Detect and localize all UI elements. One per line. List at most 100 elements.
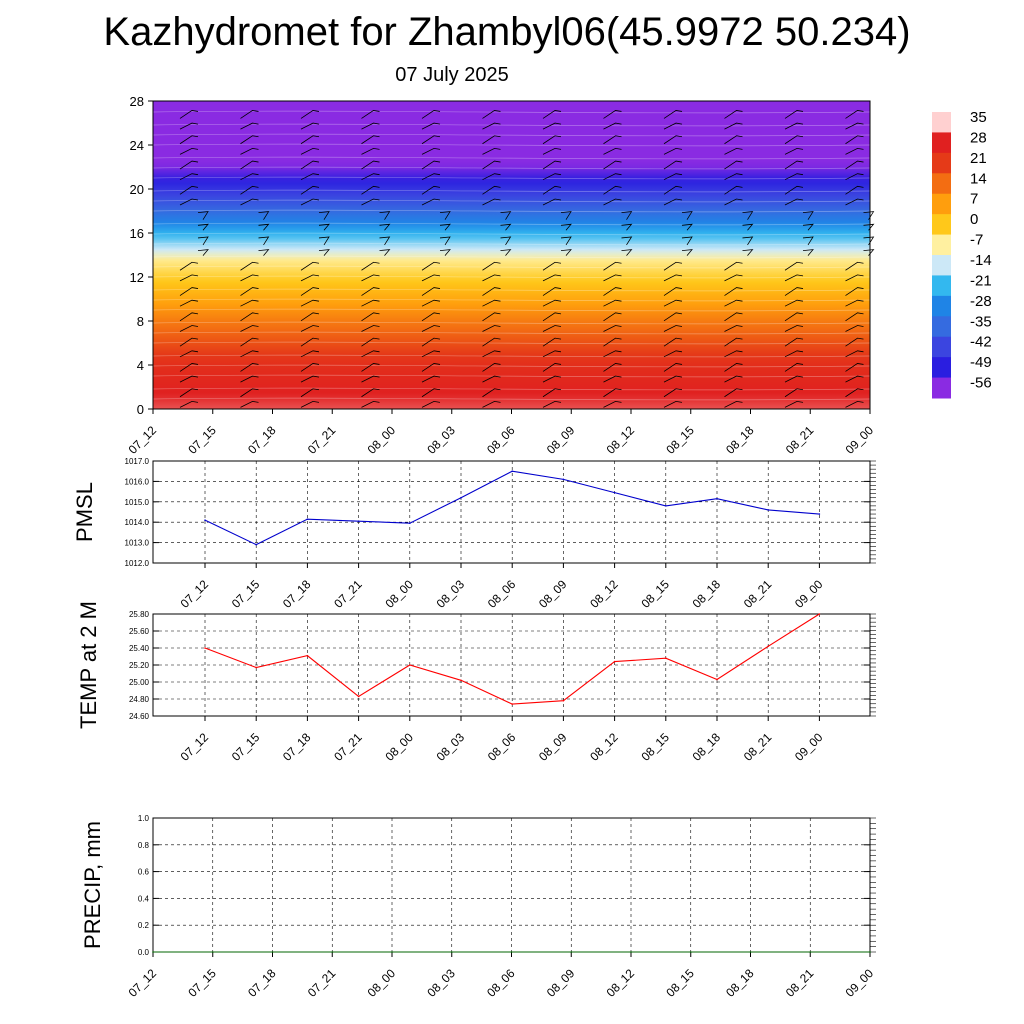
wind-barb [742, 236, 754, 246]
heatmap-x-tick-label: 08_03 [424, 423, 458, 457]
pmsl-x-tick-label: 08_21 [741, 577, 775, 611]
wind-barb [361, 287, 380, 296]
wind-barb [845, 135, 864, 145]
colorbar-label: -28 [970, 293, 992, 310]
wind-barb [663, 173, 683, 181]
wind-barb [542, 135, 562, 145]
heatmap-x-tick-label: 07_18 [245, 423, 279, 457]
temp-2m-data-point [818, 613, 821, 615]
colorbar-swatch [932, 132, 951, 154]
wind-barb [361, 299, 380, 307]
wind-barb [421, 350, 441, 358]
wind-barb [603, 147, 622, 155]
colorbar-swatch [932, 336, 951, 358]
wind-barb [258, 223, 270, 231]
wind-barb [300, 287, 320, 296]
wind-barb [421, 363, 441, 372]
wind-barb [240, 325, 259, 332]
wind-barb [784, 363, 804, 372]
temp-2m-y-tick-label: 25.20 [129, 661, 150, 670]
wind-barb [179, 274, 199, 282]
temp-2m-y-tick-label: 25.60 [129, 627, 150, 636]
temperature-heatmap [153, 101, 870, 409]
precip-x-tick-label: 07_12 [126, 966, 160, 1000]
temperature-contour [152, 321, 871, 325]
heatmap-x-tick-label: 08_00 [365, 423, 399, 457]
heatmap-x-tick-label: 08_15 [663, 423, 697, 457]
temp-2m-x-tick-label: 07_12 [178, 730, 212, 764]
temp-2m-data-point [716, 678, 718, 681]
wind-barb [542, 388, 562, 398]
wind-barb [500, 236, 512, 246]
wind-barb [300, 299, 320, 307]
colorbar-label: -21 [970, 272, 992, 289]
wind-barb [603, 312, 622, 322]
wind-barb [784, 122, 804, 130]
wind-barb [663, 261, 683, 271]
precip-x-tick-label: 07_21 [305, 966, 339, 1000]
wind-barb [240, 312, 259, 322]
wind-barb [542, 147, 562, 155]
precip-data-point [689, 951, 692, 953]
wind-barb [542, 287, 562, 296]
wind-barb [542, 337, 562, 347]
wind-barb [240, 147, 259, 155]
precip-x-tick-label: 08_21 [783, 966, 817, 1000]
colorbar-label: 0 [970, 211, 978, 228]
temperature-contour [152, 156, 871, 160]
wind-barb [240, 160, 259, 170]
wind-barb [681, 249, 693, 256]
wind-barb [845, 337, 864, 347]
temperature-contour [152, 232, 871, 236]
wind-barb [663, 160, 683, 170]
wind-barb [724, 299, 743, 307]
precip-x-tick-label: 08_12 [604, 966, 638, 1000]
wind-barb [724, 363, 743, 372]
wind-barb [845, 363, 864, 372]
colorbar-label: -35 [970, 313, 992, 330]
temperature-contour [152, 275, 871, 279]
colorbar-label: 35 [970, 109, 987, 126]
wind-barb [663, 147, 683, 155]
wind-barb [179, 375, 199, 383]
wind-barb [240, 388, 259, 398]
pmsl-x-tick-label: 07_15 [229, 577, 263, 611]
wind-barb [361, 400, 380, 408]
wind-barb [300, 375, 320, 383]
heatmap-y-tick-label: 0 [137, 402, 144, 417]
pmsl-x-tick-label: 07_21 [331, 577, 365, 611]
precip-x-tick-label: 07_15 [185, 966, 219, 1000]
chart-title: Kazhydromet for Zhambyl06(45.9972 50.234… [103, 10, 911, 54]
wind-barb [240, 173, 259, 181]
wind-barb [603, 198, 622, 206]
wind-barb [240, 375, 259, 383]
colorbar-swatch [932, 275, 951, 297]
wind-barb [784, 261, 804, 271]
wind-barb [784, 325, 804, 332]
wind-barb [300, 147, 320, 155]
temperature-contour [152, 209, 871, 213]
heatmap-x-tick-label: 08_21 [783, 423, 817, 457]
wind-barb [421, 375, 441, 383]
pmsl-y-tick-label: 1016.0 [125, 477, 150, 486]
wind-barb [724, 135, 743, 145]
wind-barb [603, 400, 622, 408]
wind-barb [197, 223, 209, 231]
precip-y-axis-label: PRECIP, mm [80, 821, 105, 949]
precip-y-tick-label: 0.6 [138, 868, 150, 877]
wind-barb [482, 173, 501, 181]
wind-barb [724, 147, 743, 155]
wind-barb [845, 185, 864, 195]
temperature-contour [152, 265, 871, 269]
wind-barb [542, 198, 562, 206]
temp-2m-x-tick-label: 08_21 [741, 730, 775, 764]
heatmap-y-tick-label: 28 [130, 94, 144, 109]
wind-barb [500, 223, 512, 231]
chart-date: 07 July 2025 [395, 64, 509, 86]
wind-barb [300, 325, 320, 332]
wind-barb [663, 312, 683, 322]
precip-y-tick-label: 0.4 [138, 894, 150, 903]
wind-barb [240, 110, 259, 119]
wind-barb [621, 211, 633, 220]
